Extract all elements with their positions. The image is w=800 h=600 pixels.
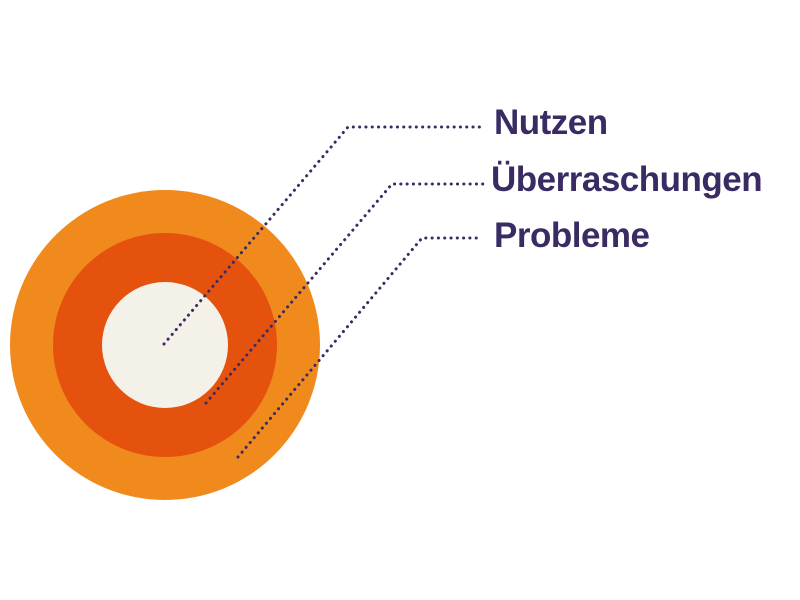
label-probleme: Probleme — [494, 216, 650, 255]
connector-dotted-line-nutzen — [162, 125, 485, 346]
connector-dotted-line-ueberraschungen — [204, 182, 486, 405]
label-ueberraschungen: Überraschungen — [491, 160, 763, 199]
connector-dotted-line-probleme — [236, 236, 479, 459]
label-nutzen: Nutzen — [494, 103, 608, 142]
